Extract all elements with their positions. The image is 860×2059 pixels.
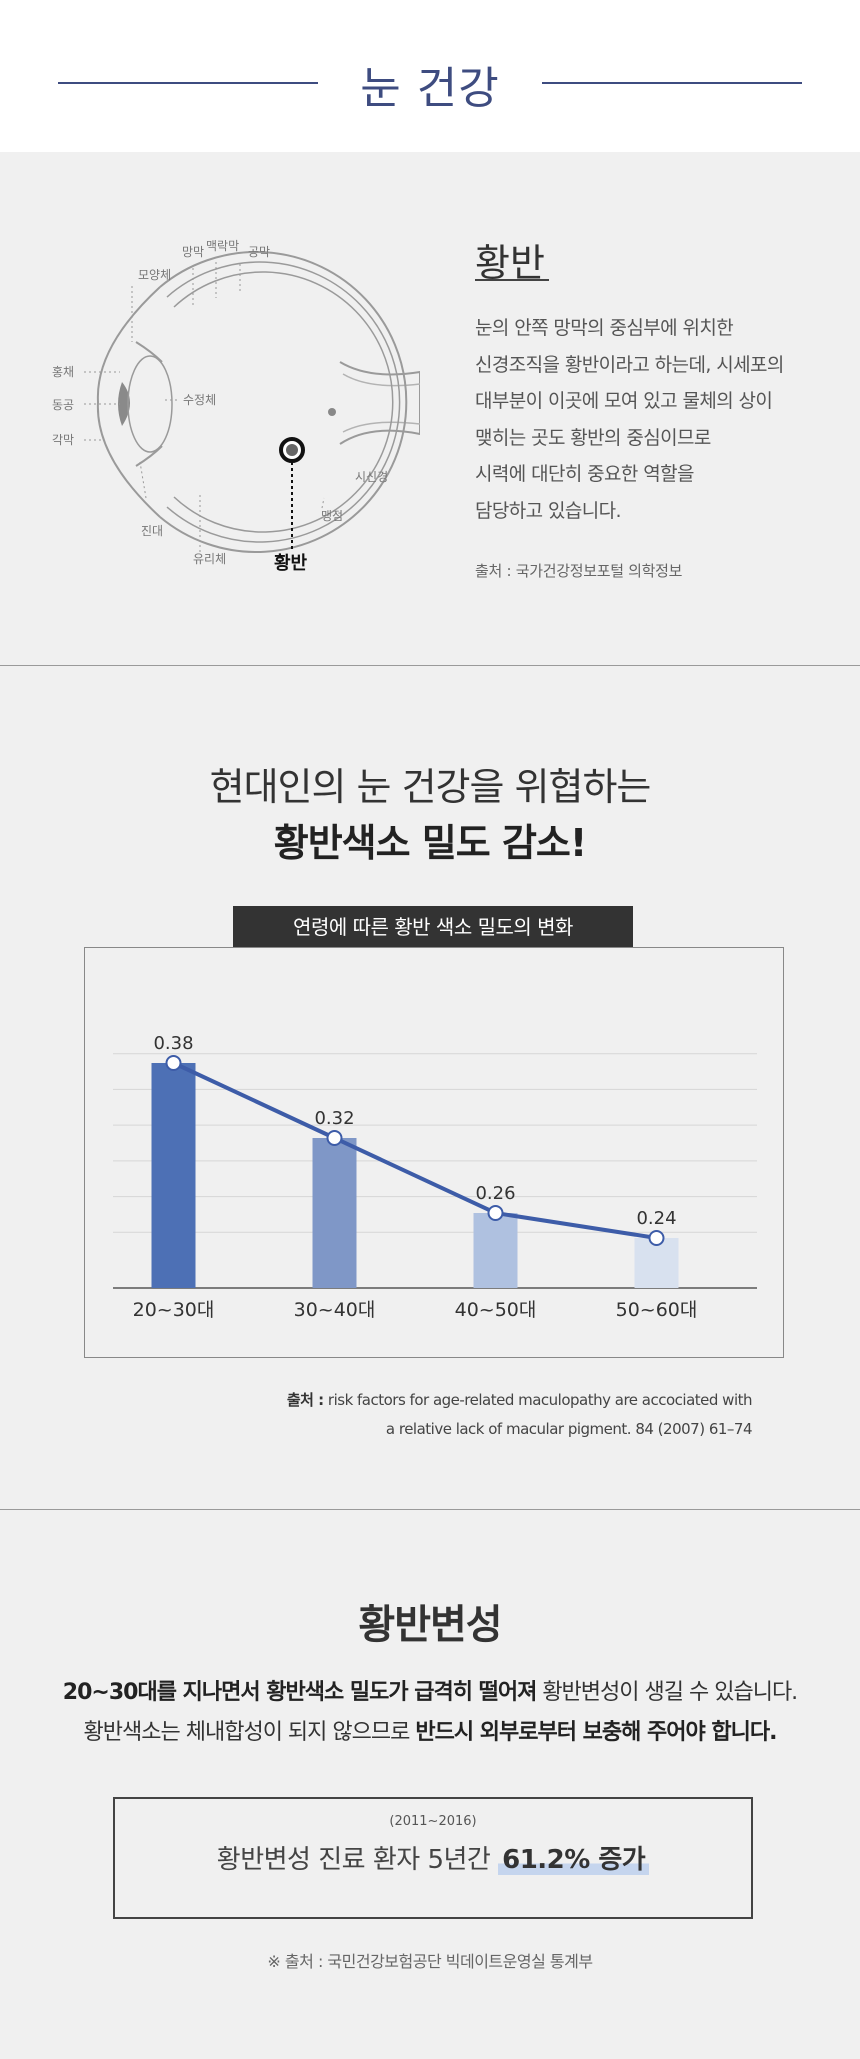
pigment-density-chart: 20~30대 0.38 30~40대 0.32 40~50대 0.26 50~60대 0.24 — [113, 1033, 757, 1321]
chart-data-label: 0.26 — [475, 1183, 515, 1204]
choroid-shape — [166, 261, 401, 543]
chart-trend-line — [172, 1061, 657, 1240]
chart-source-line1: risk factors for age-related maculopathy… — [327, 1391, 753, 1409]
degeneration-line2-rest: 황반색소는 체내합성이 되지 않으므로 — [83, 1720, 416, 1745]
header-rule-left — [58, 82, 318, 84]
chart-x-tick-label: 40~50대 — [455, 1299, 537, 1321]
chart-source-line2: a relative lack of macular pigment. 84 (… — [385, 1420, 753, 1438]
pigment-density-section: 현대인의 눈 건강을 위협하는 황반색소 밀도 감소! 연령에 따른 황반 색소… — [0, 666, 860, 1509]
macula-desc-line: 담당하고 있습니다. — [475, 499, 622, 522]
chart-trend-point — [165, 1055, 182, 1071]
label-choroid: 맥락막 — [206, 239, 239, 253]
stat-text: 황반변성 진료 환자 5년간 61.2% 증가 — [115, 1839, 751, 1876]
cornea-shape — [96, 286, 161, 518]
chart-x-tick-label: 30~40대 — [294, 1299, 376, 1321]
chart-x-tick-label: 20~30대 — [133, 1299, 215, 1321]
label-retina: 망막 — [182, 245, 204, 259]
threat-heading-line2: 황반색소 밀도 감소! — [273, 821, 587, 865]
chart-source-label: 출처 : — [286, 1391, 324, 1409]
header-rule-right — [542, 82, 802, 84]
eye-diagram: 망막 맥락막 공막 모양체 홍채 동공 각막 수정체 진대 유리체 맹점 시신경… — [52, 239, 420, 574]
macula-title-underline — [475, 279, 549, 281]
chart-bar — [473, 1213, 518, 1288]
degeneration-line1-rest: 황반변성이 생길 수 있습니다. — [536, 1680, 798, 1705]
label-blindspot: 맹점 — [321, 509, 343, 523]
chart-x-tick-label: 50~60대 — [616, 1299, 698, 1321]
label-macula: 황반 — [274, 553, 308, 574]
label-zonule: 진대 — [141, 524, 163, 538]
sclera-shape — [159, 251, 408, 553]
chart-data-label: 0.24 — [636, 1208, 676, 1229]
degeneration-line1-strong: 20~30대를 지나면서 황반색소 밀도가 급격히 떨어져 — [62, 1680, 538, 1705]
chart-bar — [312, 1138, 357, 1288]
macula-desc-line: 눈의 안쪽 망막의 중심부에 위치한 — [475, 317, 734, 339]
macula-desc-line: 대부분이 이곳에 모여 있고 물체의 상이 — [475, 390, 773, 412]
degeneration-title: 황반변성 — [358, 1602, 502, 1648]
lens-shape — [127, 355, 173, 453]
chart-bar — [634, 1238, 679, 1288]
macula-section: 망막 맥락막 공막 모양체 홍채 동공 각막 수정체 진대 유리체 맹점 시신경… — [0, 152, 860, 666]
degeneration-line1: 20~30대를 지나면서 황반색소 밀도가 급격히 떨어져 황반변성이 생길 수… — [0, 1674, 860, 1706]
optic-nerve-shape — [339, 361, 420, 445]
degeneration-line2: 황반색소는 체내합성이 되지 않으므로 반드시 외부로부터 보충해 주어야 합니… — [0, 1714, 860, 1746]
degeneration-section: 황반변성 20~30대를 지나면서 황반색소 밀도가 급격히 떨어져 황반변성이… — [0, 1510, 860, 2059]
chart-trend-point — [648, 1230, 665, 1246]
macula-desc-line: 시력에 대단히 중요한 역할을 — [475, 463, 694, 485]
retina-shape — [173, 271, 394, 533]
degeneration-line2-strong: 반드시 외부로부터 보충해 주어야 합니다. — [415, 1720, 777, 1745]
degeneration-footnote: ※ 출처 : 국민건강보험공단 빅데이트운영실 통계부 — [267, 1952, 593, 1971]
section-divider — [0, 1509, 860, 1510]
macula-description: 눈의 안쪽 망막의 중심부에 위치한 신경조직을 황반이라고 하는데, 시세포의… — [475, 310, 835, 529]
macula-desc-line: 신경조직을 황반이라고 하는데, 시세포의 — [475, 353, 784, 376]
page-title: 눈 건강 — [360, 63, 500, 114]
page-header: 눈 건강 — [0, 0, 860, 152]
section-divider — [0, 665, 860, 666]
chart-trend-point — [487, 1205, 504, 1221]
stat-label: 황반변성 진료 환자 5년간 — [216, 1845, 499, 1875]
macula-source: 출처 : 국가건강정보포털 의학정보 — [475, 562, 683, 580]
label-cornea: 각막 — [52, 433, 74, 447]
macula-desc-line: 맺히는 곳도 황반의 중심이므로 — [475, 426, 711, 449]
chart-trend-point — [326, 1130, 343, 1146]
label-pupil: 동공 — [52, 398, 74, 412]
macula-title: 황반 — [475, 241, 545, 285]
label-vitreous: 유리체 — [193, 552, 226, 566]
blindspot-dot — [328, 408, 336, 416]
stat-years: (2011~2016) — [389, 1814, 477, 1829]
chart-data-label: 0.32 — [314, 1108, 354, 1129]
chart-frame: 20~30대 0.38 30~40대 0.32 40~50대 0.26 50~60대 0.24 — [84, 947, 784, 1358]
iris-shape — [118, 382, 130, 426]
threat-heading-line1: 현대인의 눈 건강을 위협하는 — [209, 765, 652, 809]
chart-data-label: 0.38 — [153, 1033, 193, 1054]
label-iris: 홍채 — [52, 365, 74, 379]
label-optic-nerve: 시신경 — [355, 470, 388, 484]
stat-box: (2011~2016) 황반변성 진료 환자 5년간 61.2% 증가 — [113, 1797, 753, 1919]
chart-title: 연령에 따른 황반 색소 밀도의 변화 — [233, 906, 633, 948]
label-sclera: 공막 — [248, 245, 270, 259]
chart-source: 출처 : risk factors for age-related maculo… — [286, 1386, 753, 1444]
chart-bar — [151, 1063, 196, 1288]
stat-highlight: 61.2% 증가 — [498, 1845, 650, 1875]
label-lens: 수정체 — [183, 393, 216, 407]
label-ciliary: 모양체 — [138, 268, 171, 282]
